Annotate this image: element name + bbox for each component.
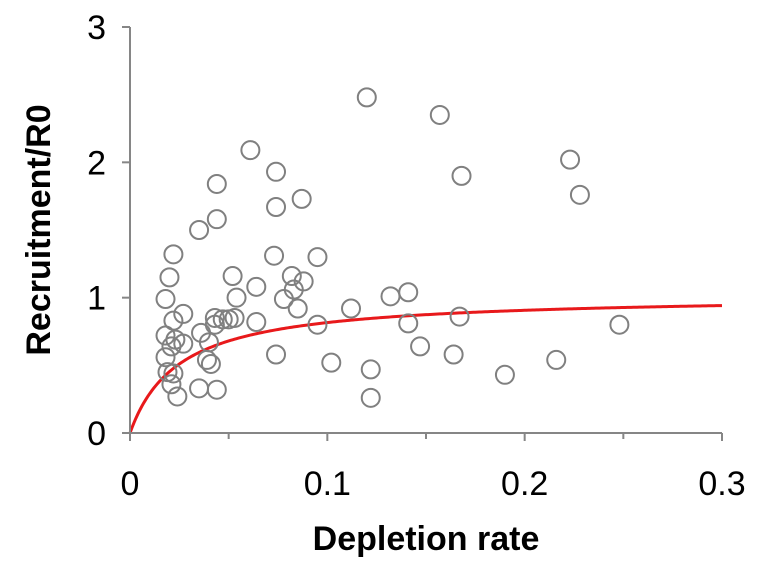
- data-point: [429, 104, 450, 125]
- data-point: [307, 247, 328, 268]
- data-point: [321, 352, 342, 373]
- x-axis-ticks: 0 0.1 0.2 0.3: [121, 433, 746, 503]
- data-point: [398, 282, 419, 303]
- data-point: [360, 359, 381, 380]
- data-point: [360, 387, 381, 408]
- data-point: [246, 276, 267, 297]
- x-tick-label: 0.2: [501, 465, 548, 503]
- data-points: [155, 87, 630, 408]
- data-point: [161, 336, 182, 357]
- data-point: [240, 140, 261, 161]
- data-point: [161, 374, 182, 395]
- data-point: [246, 312, 267, 333]
- x-axis-title: Depletion rate: [313, 520, 540, 558]
- data-point: [222, 266, 243, 287]
- data-point: [560, 149, 581, 170]
- data-point: [163, 244, 184, 265]
- y-axis-title: Recruitment/R0: [20, 104, 58, 355]
- data-point: [266, 196, 287, 217]
- data-point: [155, 289, 176, 310]
- y-tick-label: 2: [87, 144, 106, 182]
- data-point: [307, 314, 328, 335]
- y-tick-label: 0: [87, 415, 106, 453]
- data-point: [569, 184, 590, 205]
- data-point: [398, 313, 419, 334]
- data-point: [189, 220, 210, 240]
- data-point: [167, 386, 188, 407]
- data-point: [356, 87, 377, 108]
- data-point: [206, 173, 227, 194]
- data-point: [546, 349, 567, 370]
- data-point: [206, 379, 227, 400]
- data-point: [380, 286, 401, 307]
- data-point: [173, 333, 194, 354]
- data-point: [281, 266, 302, 287]
- data-point: [204, 307, 225, 328]
- data-point: [449, 306, 470, 327]
- data-point: [266, 161, 287, 182]
- data-point: [163, 310, 184, 331]
- data-point: [266, 344, 287, 365]
- x-tick-label: 0: [121, 465, 140, 503]
- data-point: [341, 298, 362, 319]
- y-axis-ticks: 0 1 2 3: [87, 9, 130, 453]
- data-point: [173, 303, 194, 324]
- data-point: [609, 314, 630, 335]
- data-point: [196, 349, 217, 370]
- data-point: [159, 267, 180, 288]
- x-tick-label: 0.3: [698, 465, 745, 503]
- data-point: [291, 188, 312, 209]
- data-point: [293, 271, 314, 292]
- data-point: [264, 245, 285, 266]
- data-point: [212, 309, 233, 330]
- x-tick-label: 0.1: [304, 465, 351, 503]
- data-point: [155, 347, 176, 368]
- data-point: [206, 209, 227, 230]
- data-point: [287, 298, 308, 319]
- data-point: [224, 307, 245, 328]
- y-tick-label: 3: [87, 9, 106, 47]
- plot-area: [128, 87, 723, 434]
- data-point: [494, 364, 515, 385]
- data-point: [443, 344, 464, 365]
- y-tick-label: 1: [87, 280, 106, 318]
- data-point: [189, 378, 210, 399]
- data-point: [198, 332, 219, 353]
- data-point: [410, 336, 431, 357]
- data-point: [451, 165, 472, 186]
- data-point: [200, 353, 221, 374]
- data-point: [163, 363, 184, 384]
- fit-curve: [128, 304, 723, 434]
- data-point: [226, 287, 247, 308]
